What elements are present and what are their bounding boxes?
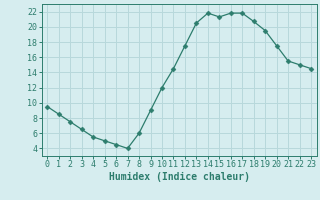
X-axis label: Humidex (Indice chaleur): Humidex (Indice chaleur) (109, 172, 250, 182)
